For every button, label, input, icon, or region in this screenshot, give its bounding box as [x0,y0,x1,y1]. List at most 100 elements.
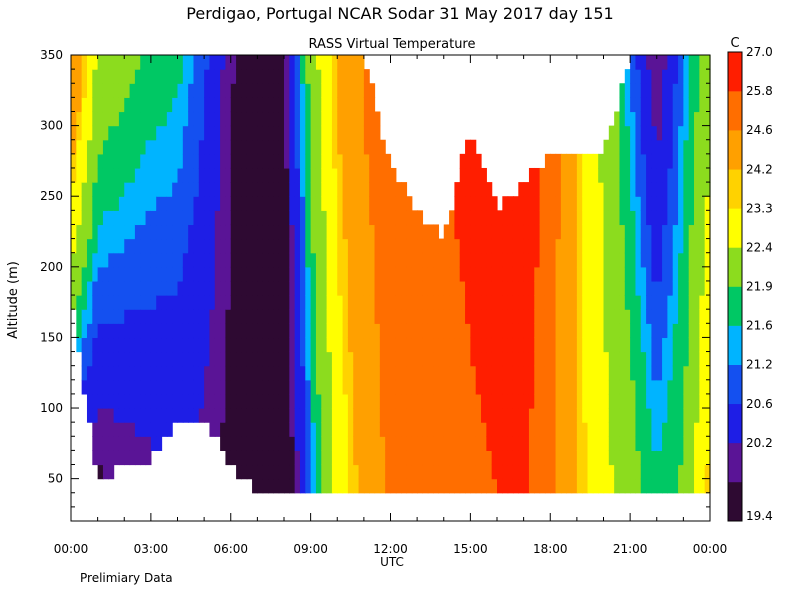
colorbar-label: 21.2 [746,358,773,372]
heat-cell [704,393,711,409]
heat-cell [113,266,120,282]
heat-cell [347,83,354,98]
heat-cell [390,210,397,226]
heat-cell [252,450,258,466]
heat-cell [92,196,99,211]
heat-cell [310,408,317,423]
heat-cell [385,422,392,437]
heat-cell [134,365,141,381]
heat-cell [113,379,120,395]
heat-cell [369,422,376,437]
heat-cell [331,83,338,98]
heat-cell [262,83,269,98]
heat-cell [459,309,466,324]
heat-cell [204,111,211,127]
heat-cell [278,139,285,155]
heat-cell [640,408,647,423]
x-axis: 00:00 03:00 06:00 09:00 12:00 15:00 18:00 21:00… [54,55,727,556]
heat-cell [635,153,642,169]
heat-cell [134,422,141,437]
heat-cell [454,422,461,437]
heat-cell [241,436,248,451]
heat-cell [427,478,434,494]
heat-cell [678,280,684,296]
heat-cell [651,125,658,141]
heat-cell [443,379,450,395]
heat-cell [140,182,147,197]
heat-cell [278,196,285,211]
heat-cell [587,309,594,324]
heat-cell [315,167,322,183]
heat-cell [667,351,674,367]
heat-cell [358,365,365,381]
heat-cell [667,337,674,353]
heat-cell [347,408,354,423]
heat-cell [587,408,594,423]
heat-cell [672,408,679,423]
heat-cell [198,365,205,381]
heat-cell [108,182,115,197]
heat-cell [598,323,605,339]
heat-cell [124,280,131,296]
heat-cell [699,422,706,437]
heat-cell [523,464,530,480]
heat-cell [326,436,333,451]
heat-cell [161,111,168,127]
heat-cell [646,111,653,127]
heat-cell [252,266,258,282]
heat-cell [161,337,168,353]
heat-cell [560,478,567,494]
heat-cell [646,379,653,395]
heat-cell [630,97,637,113]
heat-cell [576,224,583,240]
heat-cell [326,55,333,70]
heat-cell [294,450,301,466]
heat-cell [465,393,471,409]
heat-cell [630,111,637,127]
heat-cell [86,266,93,282]
heat-cell [326,464,333,480]
heat-cell [470,224,477,240]
heat-cell [459,450,466,466]
heat-cell [694,125,700,141]
heat-cell [161,408,168,423]
heat-cell [475,280,482,296]
heat-cell [688,182,695,197]
heat-cell [342,125,349,141]
heat-cell [512,309,519,324]
heat-cell [321,210,328,226]
heat-cell [672,450,679,466]
heat-cell [198,408,205,423]
heat-cell [246,393,253,409]
heat-cell [433,309,440,324]
heat-cell [656,478,663,494]
heat-cell [497,379,503,395]
heat-cell [571,210,578,226]
heat-cell [465,337,471,353]
heat-cell [150,125,157,141]
heat-cell [624,436,631,451]
heat-cell [550,153,557,169]
heat-cell [427,252,434,268]
heat-cell [683,238,690,254]
heat-cell [353,139,360,155]
heat-cell [374,478,381,494]
heat-cell [262,379,269,395]
heat-cell [635,55,642,70]
heat-cell [230,83,237,98]
heat-cell [81,323,88,339]
heat-cell [278,266,285,282]
heat-cell [92,280,99,296]
heat-cell [262,167,269,183]
heat-cell [406,365,413,381]
heat-cell [507,224,514,240]
heat-cell [678,252,684,268]
heat-cell [662,422,668,437]
heat-cell [470,210,477,226]
heat-cell [518,182,525,197]
heat-cell [268,210,274,226]
heat-cell [262,55,269,70]
heat-cell [582,295,589,310]
heat-cell [433,422,440,437]
heat-cell [331,167,338,183]
